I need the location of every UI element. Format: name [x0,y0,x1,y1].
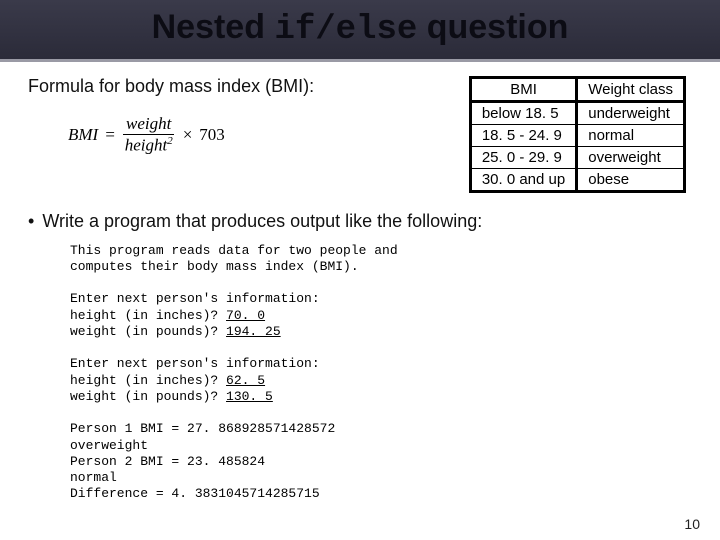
console-intro: This program reads data for two people a… [70,243,398,274]
console-b1-l1: Enter next person's information: [70,291,320,306]
table-header-row: BMI Weight class [470,78,684,102]
console-results: Person 1 BMI = 27. 868928571428572 overw… [70,421,335,501]
formula-block: Formula for body mass index (BMI): BMI =… [28,76,469,155]
formula-fraction: weight height2 [122,115,176,155]
formula-lhs: BMI [68,125,98,145]
formula-constant: 703 [199,125,225,145]
table-header-class: Weight class [577,78,685,102]
table-row: 25. 0 - 29. 9overweight [470,147,684,169]
console-b2-l3-pre: weight (in pounds)? [70,389,226,404]
title-part2: question [417,8,568,46]
console-output: This program reads data for two people a… [70,243,692,503]
page-number: 10 [684,516,700,532]
console-b1-l2-pre: height (in inches)? [70,308,226,323]
top-row: Formula for body mass index (BMI): BMI =… [28,76,692,193]
console-b2-l1: Enter next person's information: [70,356,320,371]
formula-times: × [182,125,193,145]
formula-denominator: height2 [122,135,176,155]
table-row: 18. 5 - 24. 9normal [470,125,684,147]
bullet-text: Write a program that produces output lik… [42,211,482,232]
console-b1-l2-val: 70. 0 [226,308,265,323]
table-header-bmi: BMI [470,78,576,102]
formula-eq: = [104,125,115,145]
bullet-icon: • [28,211,34,233]
title-code: if/else [274,11,417,49]
console-b2-l2-val: 62. 5 [226,373,265,388]
console-b2-l3-val: 130. 5 [226,389,273,404]
bmi-table: BMI Weight class below 18. 5underweight … [469,76,686,193]
console-b2-l2-pre: height (in inches)? [70,373,226,388]
formula-equation: BMI = weight height2 × 703 [68,115,469,155]
table-row: below 18. 5underweight [470,102,684,125]
bullet-line: • Write a program that produces output l… [28,211,692,233]
slide-title: Nested if/else question [0,8,720,49]
formula-label: Formula for body mass index (BMI): [28,76,469,97]
table-row: 30. 0 and upobese [470,169,684,192]
console-b1-l3-val: 194. 25 [226,324,281,339]
console-b1-l3-pre: weight (in pounds)? [70,324,226,339]
title-part1: Nested [152,8,275,46]
content-area: Formula for body mass index (BMI): BMI =… [0,62,720,503]
formula-numerator: weight [123,115,174,135]
title-bar: Nested if/else question [0,0,720,62]
